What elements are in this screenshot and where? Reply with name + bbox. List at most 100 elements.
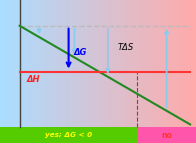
Bar [139, 0, 141, 127]
Bar [162, 0, 163, 127]
Bar [11, 0, 13, 127]
Bar [82, 0, 83, 127]
Text: ΔG: ΔG [74, 48, 87, 57]
Bar [153, 0, 155, 127]
Bar [175, 0, 176, 127]
Bar [65, 0, 67, 127]
Bar [150, 0, 152, 127]
Bar [116, 0, 118, 127]
Bar [67, 0, 69, 127]
Bar [18, 0, 20, 127]
Bar [44, 0, 46, 127]
Bar [59, 0, 60, 127]
Bar [69, 0, 70, 127]
Bar [137, 0, 139, 127]
Bar [190, 0, 191, 127]
Bar [2, 0, 3, 127]
Bar [127, 0, 129, 127]
Bar [64, 0, 65, 127]
Bar [55, 0, 57, 127]
Bar [176, 0, 178, 127]
Bar [145, 0, 147, 127]
Bar [183, 0, 185, 127]
Bar [6, 0, 8, 127]
Bar [75, 0, 77, 127]
Bar [119, 0, 121, 127]
Bar [57, 0, 59, 127]
Bar [38, 0, 39, 127]
Bar [74, 0, 75, 127]
Bar [193, 0, 194, 127]
Text: ΔH: ΔH [26, 75, 40, 84]
Bar [168, 0, 170, 127]
Bar [43, 0, 44, 127]
Bar [132, 0, 134, 127]
Bar [23, 0, 24, 127]
Bar [21, 0, 23, 127]
Bar [121, 0, 122, 127]
Text: no: no [161, 131, 172, 140]
Bar [134, 0, 136, 127]
Bar [118, 0, 119, 127]
Bar [20, 0, 21, 127]
Bar [54, 0, 55, 127]
Bar [167, 0, 168, 127]
Bar [172, 0, 173, 127]
Bar [77, 0, 78, 127]
Bar [111, 0, 113, 127]
Bar [36, 0, 38, 127]
Bar [31, 0, 33, 127]
Bar [46, 0, 47, 127]
Bar [24, 0, 26, 127]
Bar [70, 0, 72, 127]
Bar [104, 0, 106, 127]
Bar [60, 0, 62, 127]
Bar [10, 0, 11, 127]
Bar [95, 0, 96, 127]
Bar [185, 0, 186, 127]
Bar [126, 0, 127, 127]
Bar [49, 0, 51, 127]
Bar [83, 0, 85, 127]
Bar [142, 0, 144, 127]
Bar [181, 0, 183, 127]
Bar [124, 0, 126, 127]
Bar [29, 0, 31, 127]
Bar [33, 0, 34, 127]
Bar [160, 0, 162, 127]
Bar [13, 0, 15, 127]
Bar [180, 0, 181, 127]
Text: TΔS: TΔS [118, 43, 134, 52]
Bar [163, 0, 165, 127]
Bar [136, 0, 137, 127]
Bar [78, 0, 80, 127]
Bar [41, 0, 43, 127]
Bar [87, 0, 88, 127]
Bar [0, 127, 137, 143]
Bar [80, 0, 82, 127]
Bar [101, 0, 103, 127]
Bar [47, 0, 49, 127]
Bar [109, 0, 111, 127]
Bar [141, 0, 142, 127]
Bar [144, 0, 145, 127]
Bar [92, 0, 93, 127]
Bar [103, 0, 104, 127]
Bar [62, 0, 64, 127]
Bar [178, 0, 180, 127]
Bar [157, 0, 158, 127]
Bar [51, 0, 52, 127]
Bar [155, 0, 157, 127]
Bar [113, 0, 114, 127]
Bar [8, 0, 10, 127]
Bar [93, 0, 95, 127]
Bar [191, 0, 193, 127]
Bar [147, 0, 149, 127]
Bar [152, 0, 153, 127]
Bar [34, 0, 36, 127]
Bar [26, 0, 28, 127]
Bar [186, 0, 188, 127]
Bar [16, 0, 18, 127]
Bar [114, 0, 116, 127]
Bar [100, 0, 101, 127]
